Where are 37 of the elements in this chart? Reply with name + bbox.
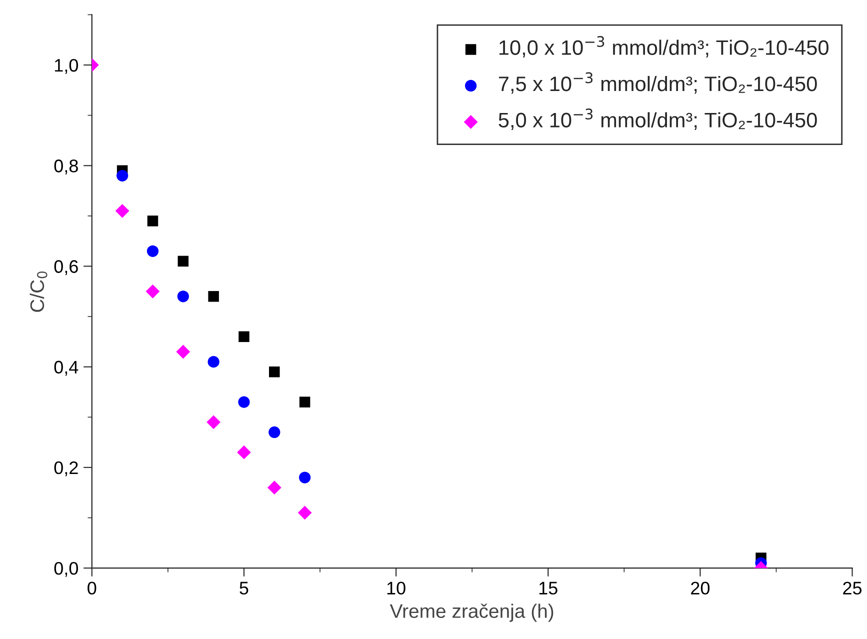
- x-tick-label: 5: [240, 582, 248, 595]
- point: [146, 284, 160, 298]
- point: [268, 426, 280, 438]
- point: [238, 331, 250, 342]
- point: [298, 472, 311, 484]
- point: [298, 506, 312, 520]
- legend-label: 7,5 x 10$^{−3}$ mmol/dm³; TiO₂-10-450: [498, 72, 817, 94]
- x-tick-label: 20: [691, 582, 710, 595]
- x-tick-label: 15: [539, 582, 558, 595]
- point: [178, 256, 189, 267]
- legend-label: 5,0 x 10$^{−3}$ mmol/dm³; TiO₂-10-450: [498, 108, 817, 130]
- point: [115, 204, 130, 218]
- point: [299, 396, 310, 408]
- y-tick-label: 0,6: [54, 260, 78, 276]
- point: [146, 245, 159, 257]
- y-tick-label: 0,8: [54, 160, 78, 174]
- point: [208, 291, 219, 302]
- point: [267, 480, 282, 495]
- x-tick-label: 25: [843, 582, 862, 595]
- point: [177, 290, 189, 302]
- point: [208, 356, 220, 368]
- point: [147, 216, 158, 226]
- x-tick-label: 10: [387, 582, 406, 595]
- point: [116, 170, 128, 182]
- y-tick-label: 1,0: [54, 58, 78, 74]
- point: [238, 396, 250, 408]
- y-tick-label: 0,4: [54, 360, 78, 376]
- legend-label: 10,0 x 10$^{−3}$ mmol/dm³; TiO₂-10-450: [499, 36, 828, 58]
- point: [269, 366, 280, 378]
- y-tick-label: 0,0: [54, 562, 78, 577]
- y-tick-label: 0,2: [54, 461, 78, 476]
- x-axis-title: Vreme zračenja (h): [390, 604, 554, 622]
- y-axis-title: C/C$_{0}$: [30, 271, 48, 312]
- point: [237, 445, 251, 460]
- point: [176, 344, 190, 359]
- point: [206, 415, 221, 430]
- x-tick-label: 0: [88, 582, 96, 595]
